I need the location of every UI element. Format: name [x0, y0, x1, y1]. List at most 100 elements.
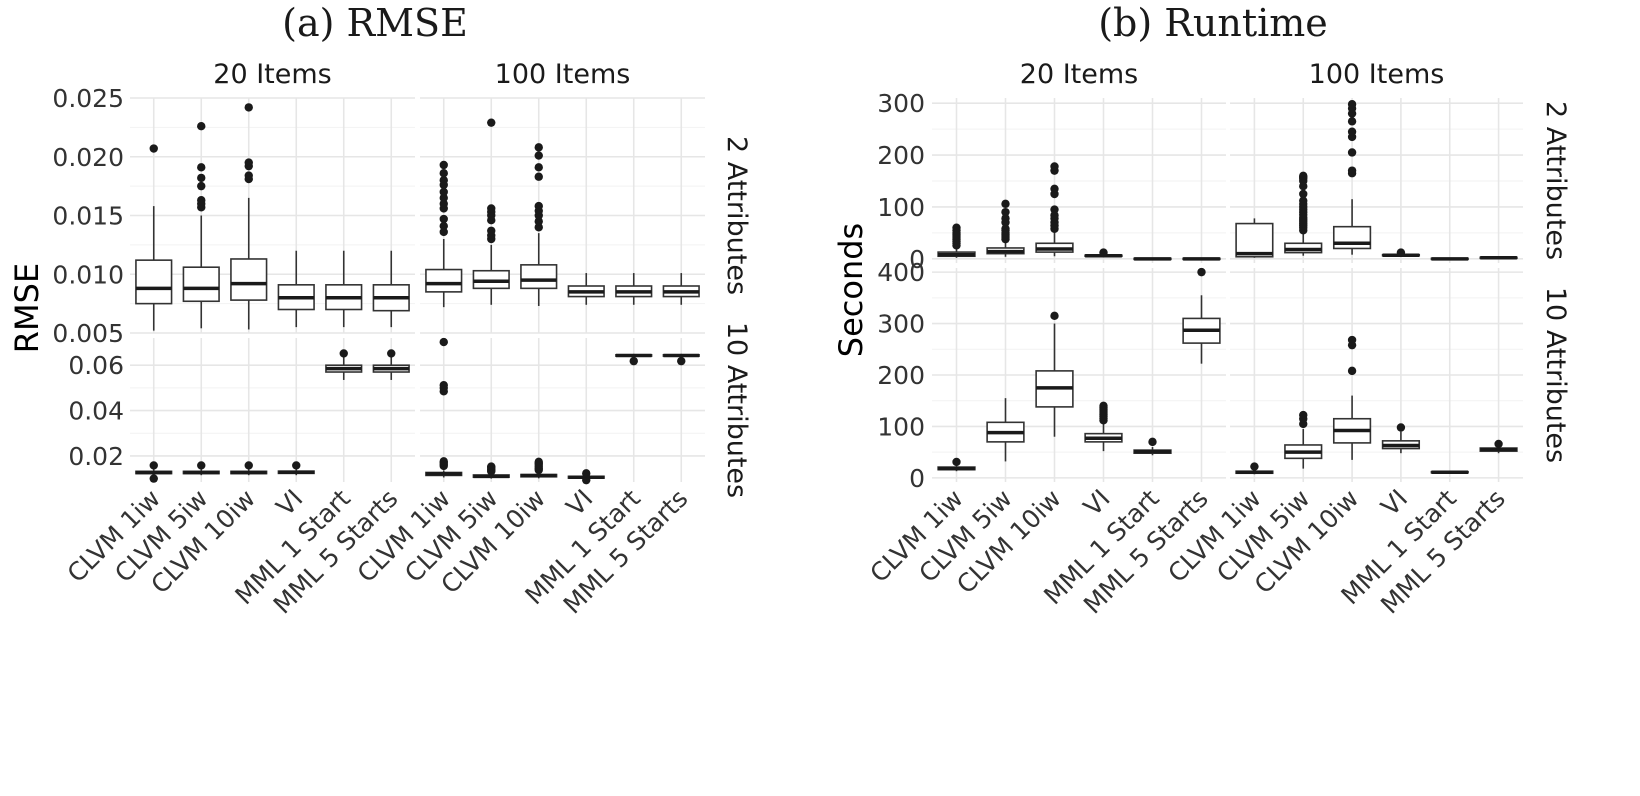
- y-tick-label: 0.025: [52, 84, 124, 113]
- rmse-chart: 20 Items 100 Items RMSE 2 Attributes 0.005 0.…: [8, 59, 752, 619]
- outlier-point: [1001, 199, 1010, 209]
- outlier-point: [1148, 437, 1157, 447]
- outlier-point: [1299, 410, 1308, 420]
- outlier-point: [1347, 117, 1357, 126]
- x-tick-label: VI: [1375, 484, 1413, 522]
- box-mml-1-start: [325, 349, 363, 380]
- box-clvm-5iw: [182, 461, 220, 476]
- box-clvm-1iw: [135, 461, 173, 483]
- box-mml-5-starts: [1479, 256, 1518, 260]
- box-clvm-5iw: [986, 199, 1025, 257]
- box-clvm-10iw: [520, 143, 558, 306]
- y-tick-label: 200: [877, 361, 925, 390]
- iqr-box: [182, 266, 220, 303]
- box-clvm-1iw: [1235, 462, 1274, 475]
- outlier-point: [582, 469, 591, 478]
- outlier-point: [1299, 196, 1308, 205]
- box-mml-5-starts: [662, 353, 700, 366]
- box-clvm-10iw: [1332, 100, 1372, 255]
- box-clvm-10iw: [520, 457, 558, 479]
- outlier-point: [952, 223, 961, 232]
- outlier-point: [439, 187, 448, 197]
- outlier-point: [244, 461, 253, 470]
- box-clvm-1iw: [425, 337, 463, 478]
- outlier-point: [534, 457, 543, 467]
- outlier-point: [1347, 366, 1357, 376]
- outlier-point: [197, 461, 206, 470]
- y-tick-label: 400: [877, 258, 925, 287]
- outlier-point: [439, 169, 448, 178]
- box-clvm-5iw: [472, 462, 510, 479]
- outlier-point: [197, 163, 206, 172]
- row-facet-label: 10 Attributes: [721, 322, 752, 498]
- outlier-point: [197, 196, 206, 205]
- outlier-point: [487, 226, 496, 235]
- box-mml-1-start: [1430, 257, 1469, 261]
- y-tick-label: 300: [877, 89, 925, 118]
- box-clvm-5iw: [472, 118, 510, 305]
- outlier-point: [439, 227, 448, 237]
- box-mml-5-starts: [1182, 267, 1221, 364]
- outlier-point: [1050, 311, 1059, 321]
- y-tick-label: 0.06: [68, 351, 124, 380]
- box-vi: [1084, 248, 1123, 258]
- outlier-point: [197, 181, 206, 191]
- y-tick-label: 300: [877, 310, 925, 339]
- outlier-point: [1250, 462, 1259, 471]
- row-facet-label: 2 Attributes: [1540, 101, 1571, 260]
- outlier-point: [952, 457, 961, 467]
- outlier-point: [534, 172, 543, 181]
- outlier-point: [1099, 248, 1108, 257]
- outlier-point: [1001, 214, 1010, 223]
- outlier-point: [1347, 166, 1357, 175]
- box-mml-1-start: [615, 273, 653, 305]
- box-clvm-1iw: [425, 160, 463, 308]
- iqr-box: [425, 268, 463, 293]
- facet-panel: [420, 97, 705, 334]
- outlier-point: [1347, 127, 1357, 136]
- iqr-box: [135, 259, 173, 305]
- box-mml-5-starts: [1479, 439, 1518, 454]
- outlier-point: [387, 349, 396, 358]
- panel-title-runtime: (b) Runtime: [1098, 1, 1328, 45]
- facet-panel: [1230, 98, 1523, 263]
- outlier-point: [149, 144, 158, 153]
- col-facet-label: 20 Items: [213, 59, 331, 90]
- outlier-point: [149, 461, 158, 470]
- box-mml-1-start: [325, 250, 363, 328]
- outlier-point: [534, 201, 543, 211]
- outlier-point: [439, 176, 448, 185]
- outlier-point: [534, 217, 543, 226]
- box-clvm-5iw: [182, 122, 220, 329]
- box-mml-1-start: [1430, 470, 1469, 474]
- outlier-point: [439, 214, 448, 224]
- outlier-point: [439, 199, 448, 208]
- box-vi: [1381, 423, 1421, 454]
- outlier-point: [439, 160, 448, 170]
- outlier-point: [1396, 423, 1406, 432]
- outlier-point: [582, 475, 591, 485]
- iqr-box: [1332, 225, 1372, 250]
- outlier-point: [197, 122, 206, 131]
- facet-panel: [1230, 268, 1523, 482]
- y-tick-label: 0.02: [68, 442, 124, 471]
- box-vi: [567, 273, 605, 305]
- outlier-point: [439, 380, 448, 390]
- y-tick-label: 0: [909, 464, 925, 493]
- facet-panel: [130, 97, 415, 334]
- box-clvm-1iw: [937, 457, 976, 472]
- facet-panel: [932, 267, 1226, 482]
- outlier-point: [1347, 148, 1357, 157]
- col-facet-label: 100 Items: [495, 59, 631, 90]
- outlier-point: [534, 151, 543, 160]
- box-clvm-10iw: [230, 461, 268, 476]
- iqr-box: [472, 269, 510, 290]
- iqr-box: [520, 264, 558, 290]
- outlier-point: [1099, 401, 1108, 411]
- facet-panel: [130, 338, 415, 483]
- y-axis-label: RMSE: [8, 263, 46, 353]
- facet-panel: [420, 337, 705, 485]
- outlier-point: [1050, 184, 1059, 194]
- y-tick-label: 0: [909, 245, 925, 274]
